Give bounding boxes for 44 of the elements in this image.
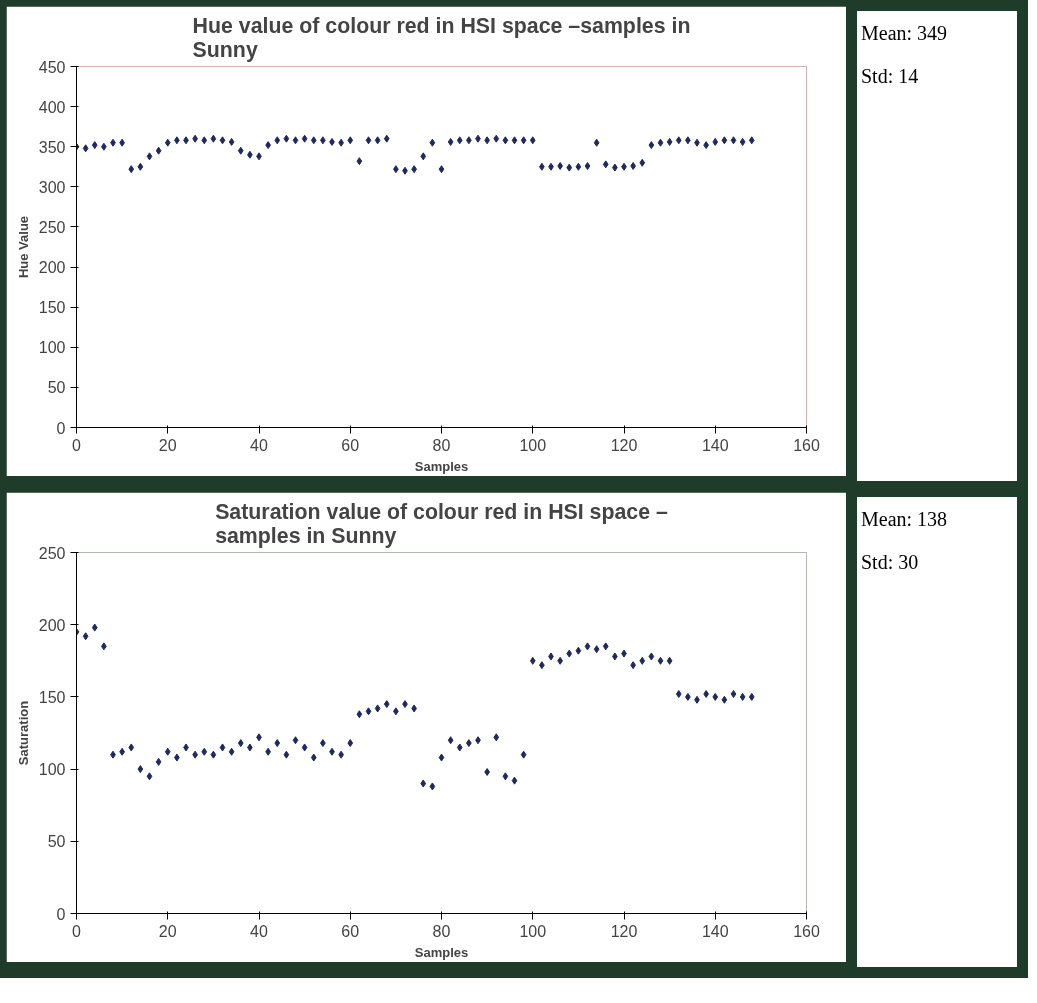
y-tick-label: 200 bbox=[38, 616, 66, 634]
x-tick-label: 120 bbox=[610, 922, 638, 940]
x-axis-title: Samples bbox=[414, 944, 469, 960]
x-tick-label: 160 bbox=[793, 436, 820, 454]
y-tick-label: 250 bbox=[38, 218, 66, 236]
y-tick-label: 250 bbox=[38, 544, 66, 562]
x-tick-label: 160 bbox=[793, 922, 820, 940]
y-axis-title: Hue Value bbox=[15, 215, 31, 279]
x-tick-label: 40 bbox=[250, 436, 268, 454]
x-tick-label: 20 bbox=[158, 436, 177, 454]
y-tick-label: 150 bbox=[38, 688, 66, 706]
y-tick-label: 0 bbox=[56, 419, 66, 437]
y-tick-label: 100 bbox=[38, 761, 66, 779]
text: Std: 14 bbox=[861, 63, 920, 89]
x-tick-label: 80 bbox=[432, 922, 451, 940]
x-tick-label: 140 bbox=[701, 922, 729, 940]
y-tick-label: 50 bbox=[47, 379, 66, 397]
y-tick-label: 100 bbox=[38, 339, 66, 357]
x-tick-label: 120 bbox=[610, 436, 638, 454]
chart-title: Saturation value of colour red in HSI space – samples in Sunny bbox=[215, 499, 669, 548]
x-tick-label: 80 bbox=[432, 436, 451, 454]
x-tick-label: 60 bbox=[341, 436, 360, 454]
y-tick-label: 400 bbox=[38, 98, 66, 116]
y-tick-label: 150 bbox=[38, 299, 66, 317]
text: Std: 30 bbox=[861, 549, 920, 575]
x-axis-title: Samples bbox=[414, 458, 469, 474]
x-tick-label: 60 bbox=[341, 922, 360, 940]
y-tick-label: 0 bbox=[56, 905, 66, 923]
y-tick-label: 50 bbox=[47, 833, 66, 851]
text: Mean: 138 bbox=[861, 507, 948, 532]
x-tick-label: 20 bbox=[158, 922, 177, 940]
x-tick-label: 100 bbox=[519, 922, 547, 940]
x-tick-label: 0 bbox=[72, 922, 82, 940]
y-tick-label: 200 bbox=[38, 259, 66, 277]
x-tick-label: 140 bbox=[701, 436, 729, 454]
x-tick-label: 100 bbox=[519, 436, 547, 454]
chart-title: Hue value of colour red in HSI space –samples in Sunny bbox=[192, 13, 691, 62]
y-tick-label: 450 bbox=[38, 58, 66, 76]
y-axis-title: Saturation bbox=[15, 700, 31, 766]
x-tick-label: 40 bbox=[250, 922, 268, 940]
y-tick-label: 350 bbox=[38, 138, 66, 156]
x-tick-label: 0 bbox=[72, 436, 82, 454]
y-tick-label: 300 bbox=[38, 178, 66, 196]
text: Mean: 349 bbox=[861, 21, 948, 46]
